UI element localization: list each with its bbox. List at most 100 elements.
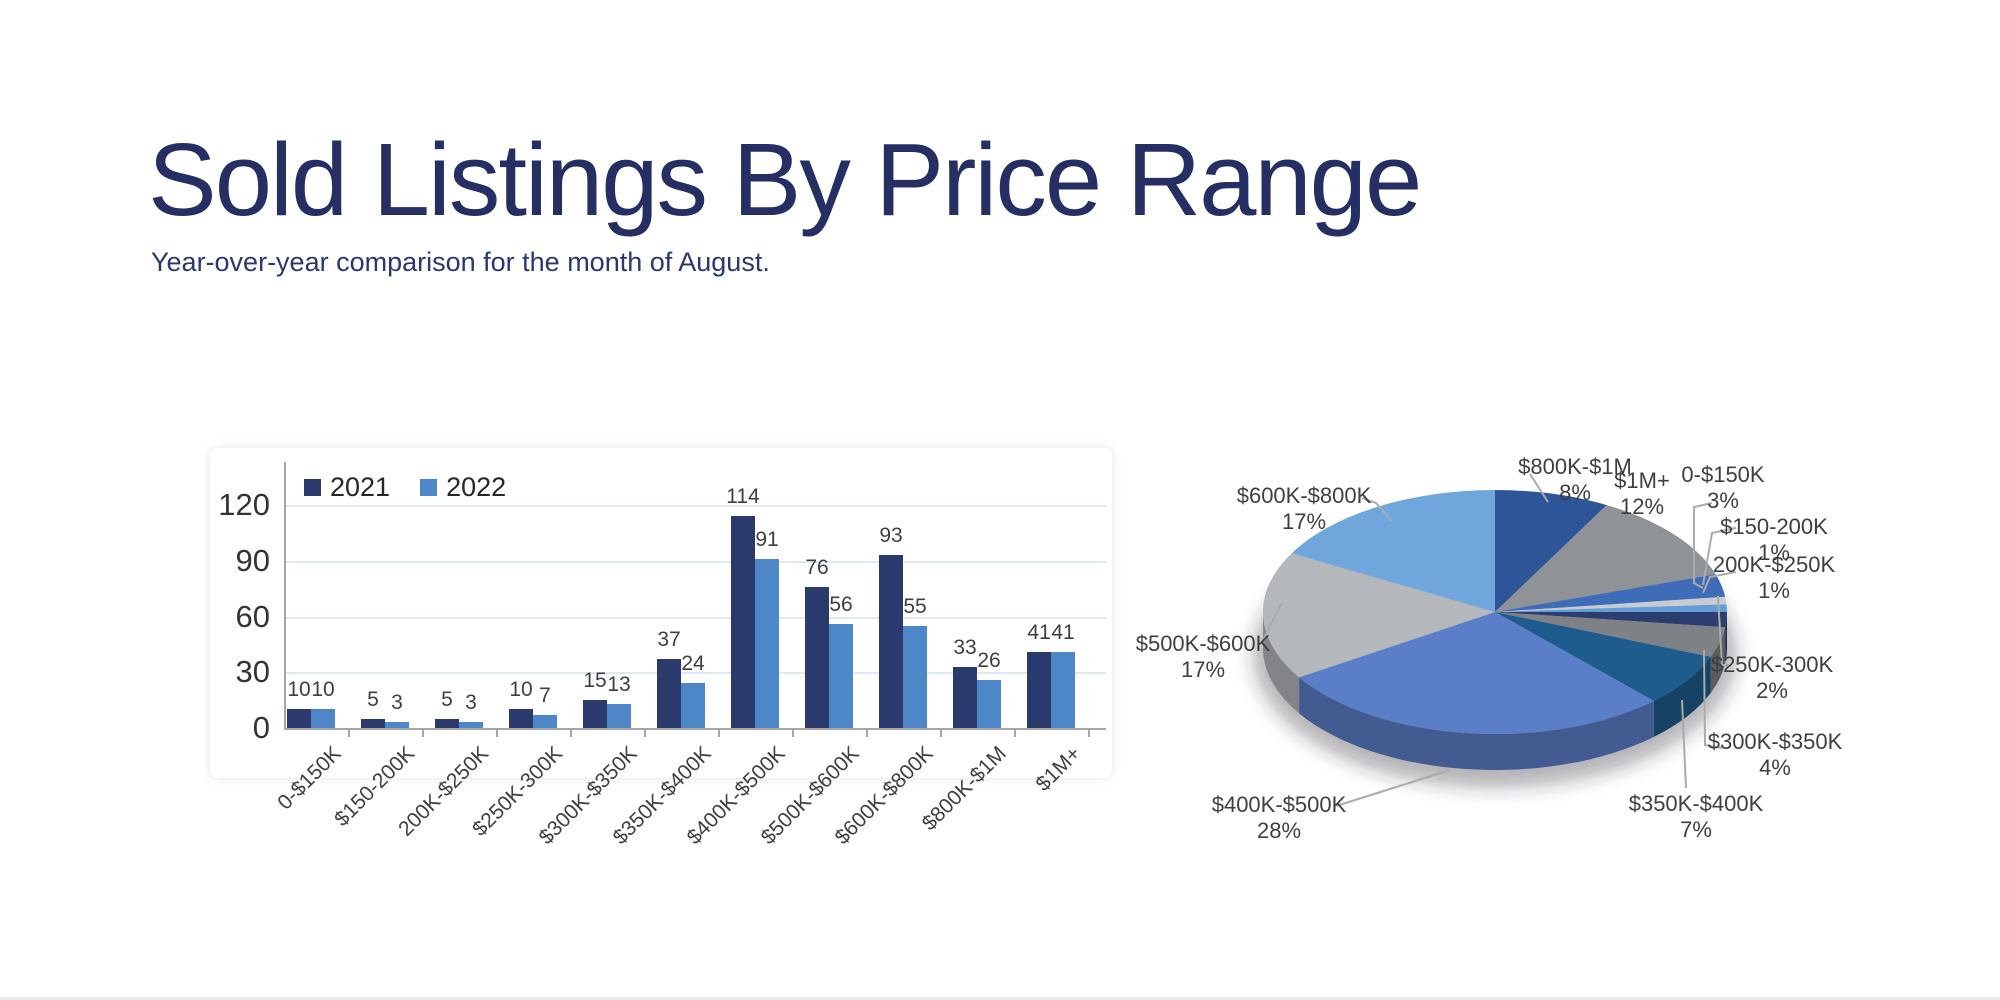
pie-label: $800K-$1M 8% bbox=[1518, 454, 1632, 506]
pie-label: $1M+ 12% bbox=[1614, 468, 1670, 520]
bar-2021 bbox=[657, 659, 681, 728]
pie-slice--800k-1m bbox=[1495, 490, 1607, 612]
pie-label-pct: 28% bbox=[1256, 818, 1302, 843]
bar-value-label-2022: 41 bbox=[1051, 620, 1075, 644]
bar-value-label-2021: 10 bbox=[509, 678, 533, 702]
pie-leader-line bbox=[1335, 769, 1451, 807]
x-axis-tick bbox=[866, 730, 868, 737]
legend-item-2021: 2021 bbox=[304, 472, 390, 503]
pie-label-range: $400K-$500K bbox=[1211, 792, 1347, 817]
bar-value-label-2021: 5 bbox=[441, 687, 453, 711]
bar-2022 bbox=[533, 714, 557, 728]
pie-label-pct: 17% bbox=[1281, 509, 1327, 534]
x-axis-tick bbox=[348, 730, 350, 737]
pie-label-range: $800K-$1M bbox=[1518, 454, 1632, 479]
bar-value-label-2022: 10 bbox=[311, 678, 335, 702]
gridline bbox=[286, 672, 1106, 674]
y-axis-tick-label: 30 bbox=[235, 654, 270, 689]
bar-value-label-2022: 7 bbox=[539, 683, 551, 707]
pie-label: $600K-$800K 17% bbox=[1237, 483, 1372, 535]
pie-slice-side bbox=[1653, 656, 1711, 737]
bar-2022 bbox=[681, 683, 705, 728]
bar-2022 bbox=[1051, 651, 1075, 728]
pie-leader-line bbox=[1693, 502, 1713, 589]
pie-label-pct: 1% bbox=[1758, 540, 1790, 565]
x-axis-tick bbox=[644, 730, 646, 737]
pie-slice-side bbox=[1263, 612, 1300, 714]
pie-label-range: $300K-$350K bbox=[1707, 729, 1843, 754]
bar-2022 bbox=[755, 558, 779, 728]
x-axis-tick bbox=[422, 730, 424, 737]
x-axis-tick bbox=[570, 730, 572, 737]
x-axis-tick bbox=[1088, 730, 1090, 737]
bar-2022 bbox=[311, 709, 335, 728]
x-axis-tick bbox=[1014, 730, 1016, 737]
pie-leader-line bbox=[1717, 595, 1728, 666]
pie-leader-line bbox=[1703, 649, 1723, 749]
legend-swatch-2022 bbox=[420, 479, 438, 496]
pie-slice-side bbox=[1299, 677, 1654, 770]
bar-2021 bbox=[953, 666, 977, 728]
bar-value-label-2021: 76 bbox=[805, 555, 829, 579]
bar-value-label-2021: 41 bbox=[1027, 620, 1051, 644]
x-axis-tick bbox=[496, 730, 498, 737]
pie-label-pct: 7% bbox=[1680, 817, 1712, 842]
bar-value-label-2021: 33 bbox=[953, 635, 977, 659]
pie-label-range: 200K-$250K bbox=[1712, 552, 1836, 577]
pie-leader-line bbox=[1261, 603, 1282, 643]
pie-slice--400k-500k bbox=[1299, 612, 1654, 734]
bar-2021 bbox=[879, 555, 903, 728]
legend-item-2022: 2022 bbox=[420, 472, 506, 503]
bar-2022 bbox=[459, 722, 483, 728]
pie-slice--1m- bbox=[1495, 505, 1716, 612]
bar-value-label-2021: 5 bbox=[367, 687, 379, 711]
pie-label: $500K-$600K 17% bbox=[1136, 631, 1271, 683]
y-axis-line bbox=[284, 462, 286, 730]
pie-label-pct: 8% bbox=[1559, 480, 1591, 505]
pie-label: $350K-$400K 7% bbox=[1629, 791, 1764, 843]
pie-label-range: $350K-$400K bbox=[1628, 791, 1764, 816]
pie-label: $300K-$350K 4% bbox=[1708, 729, 1843, 781]
bar-value-label-2021: 15 bbox=[583, 669, 607, 693]
page-title: Sold Listings By Price Range bbox=[148, 122, 1422, 237]
y-axis-tick-label: 0 bbox=[252, 710, 270, 745]
bar-2022 bbox=[607, 703, 631, 728]
pie-slice--150-200k bbox=[1495, 596, 1727, 612]
gridline bbox=[286, 561, 1106, 563]
pie-label-range: $1M+ bbox=[1614, 468, 1670, 493]
bar-value-label-2022: 13 bbox=[607, 672, 631, 696]
bar-2022 bbox=[385, 722, 409, 728]
pie-slice--250k-300k bbox=[1495, 612, 1727, 628]
pie-leader-line bbox=[1529, 473, 1549, 503]
bar-2022 bbox=[903, 625, 927, 728]
y-axis-tick-label: 60 bbox=[235, 599, 270, 634]
pie-slice--500k-600k bbox=[1263, 553, 1495, 678]
pie-label-range: 0-$150K bbox=[1681, 462, 1765, 487]
pie-leader-line bbox=[1702, 571, 1737, 594]
pie-label-pct: 17% bbox=[1180, 657, 1226, 682]
bar-2021 bbox=[1027, 651, 1051, 728]
slide-bottom-edge bbox=[0, 997, 2000, 1000]
bar-value-label-2021: 37 bbox=[657, 628, 681, 652]
pie-slice--600k-800k bbox=[1291, 490, 1495, 612]
pie-label: $150-200K 1% bbox=[1720, 514, 1828, 566]
pie-label-pct: 4% bbox=[1759, 755, 1791, 780]
bar-value-label-2022: 91 bbox=[755, 527, 779, 551]
x-axis-tick bbox=[792, 730, 794, 737]
bar-value-label-2021: 10 bbox=[287, 678, 311, 702]
pie-label: 0-$150K 3% bbox=[1681, 462, 1764, 514]
pie-chart-svg bbox=[1253, 473, 1737, 807]
bar-2021 bbox=[287, 709, 311, 728]
legend-swatch-2021 bbox=[304, 479, 321, 496]
gridline bbox=[286, 617, 1106, 619]
pie-label-pct: 2% bbox=[1756, 678, 1788, 703]
pie-leader-line bbox=[1361, 497, 1393, 522]
pie-slice--350k-400k bbox=[1495, 612, 1711, 701]
bar-2021 bbox=[731, 516, 755, 728]
gridline bbox=[286, 505, 1106, 507]
bar-2021 bbox=[361, 718, 385, 728]
pie-label-range: $500K-$600K bbox=[1135, 631, 1271, 656]
